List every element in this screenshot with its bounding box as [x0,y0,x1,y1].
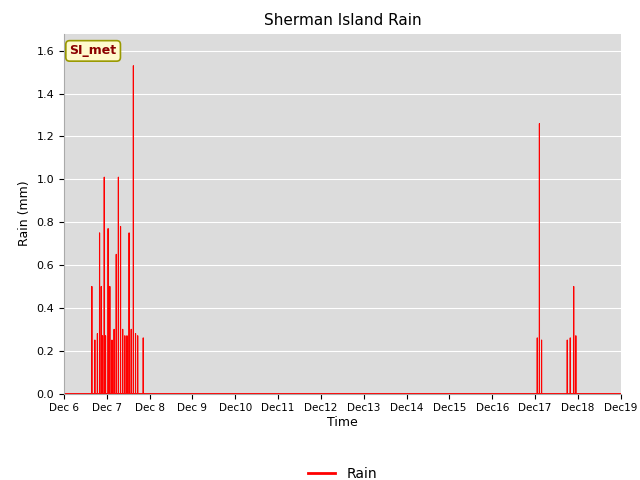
Text: SI_met: SI_met [70,44,116,58]
X-axis label: Time: Time [327,416,358,429]
Y-axis label: Rain (mm): Rain (mm) [18,181,31,246]
Title: Sherman Island Rain: Sherman Island Rain [264,13,421,28]
Legend: Rain: Rain [302,462,383,480]
